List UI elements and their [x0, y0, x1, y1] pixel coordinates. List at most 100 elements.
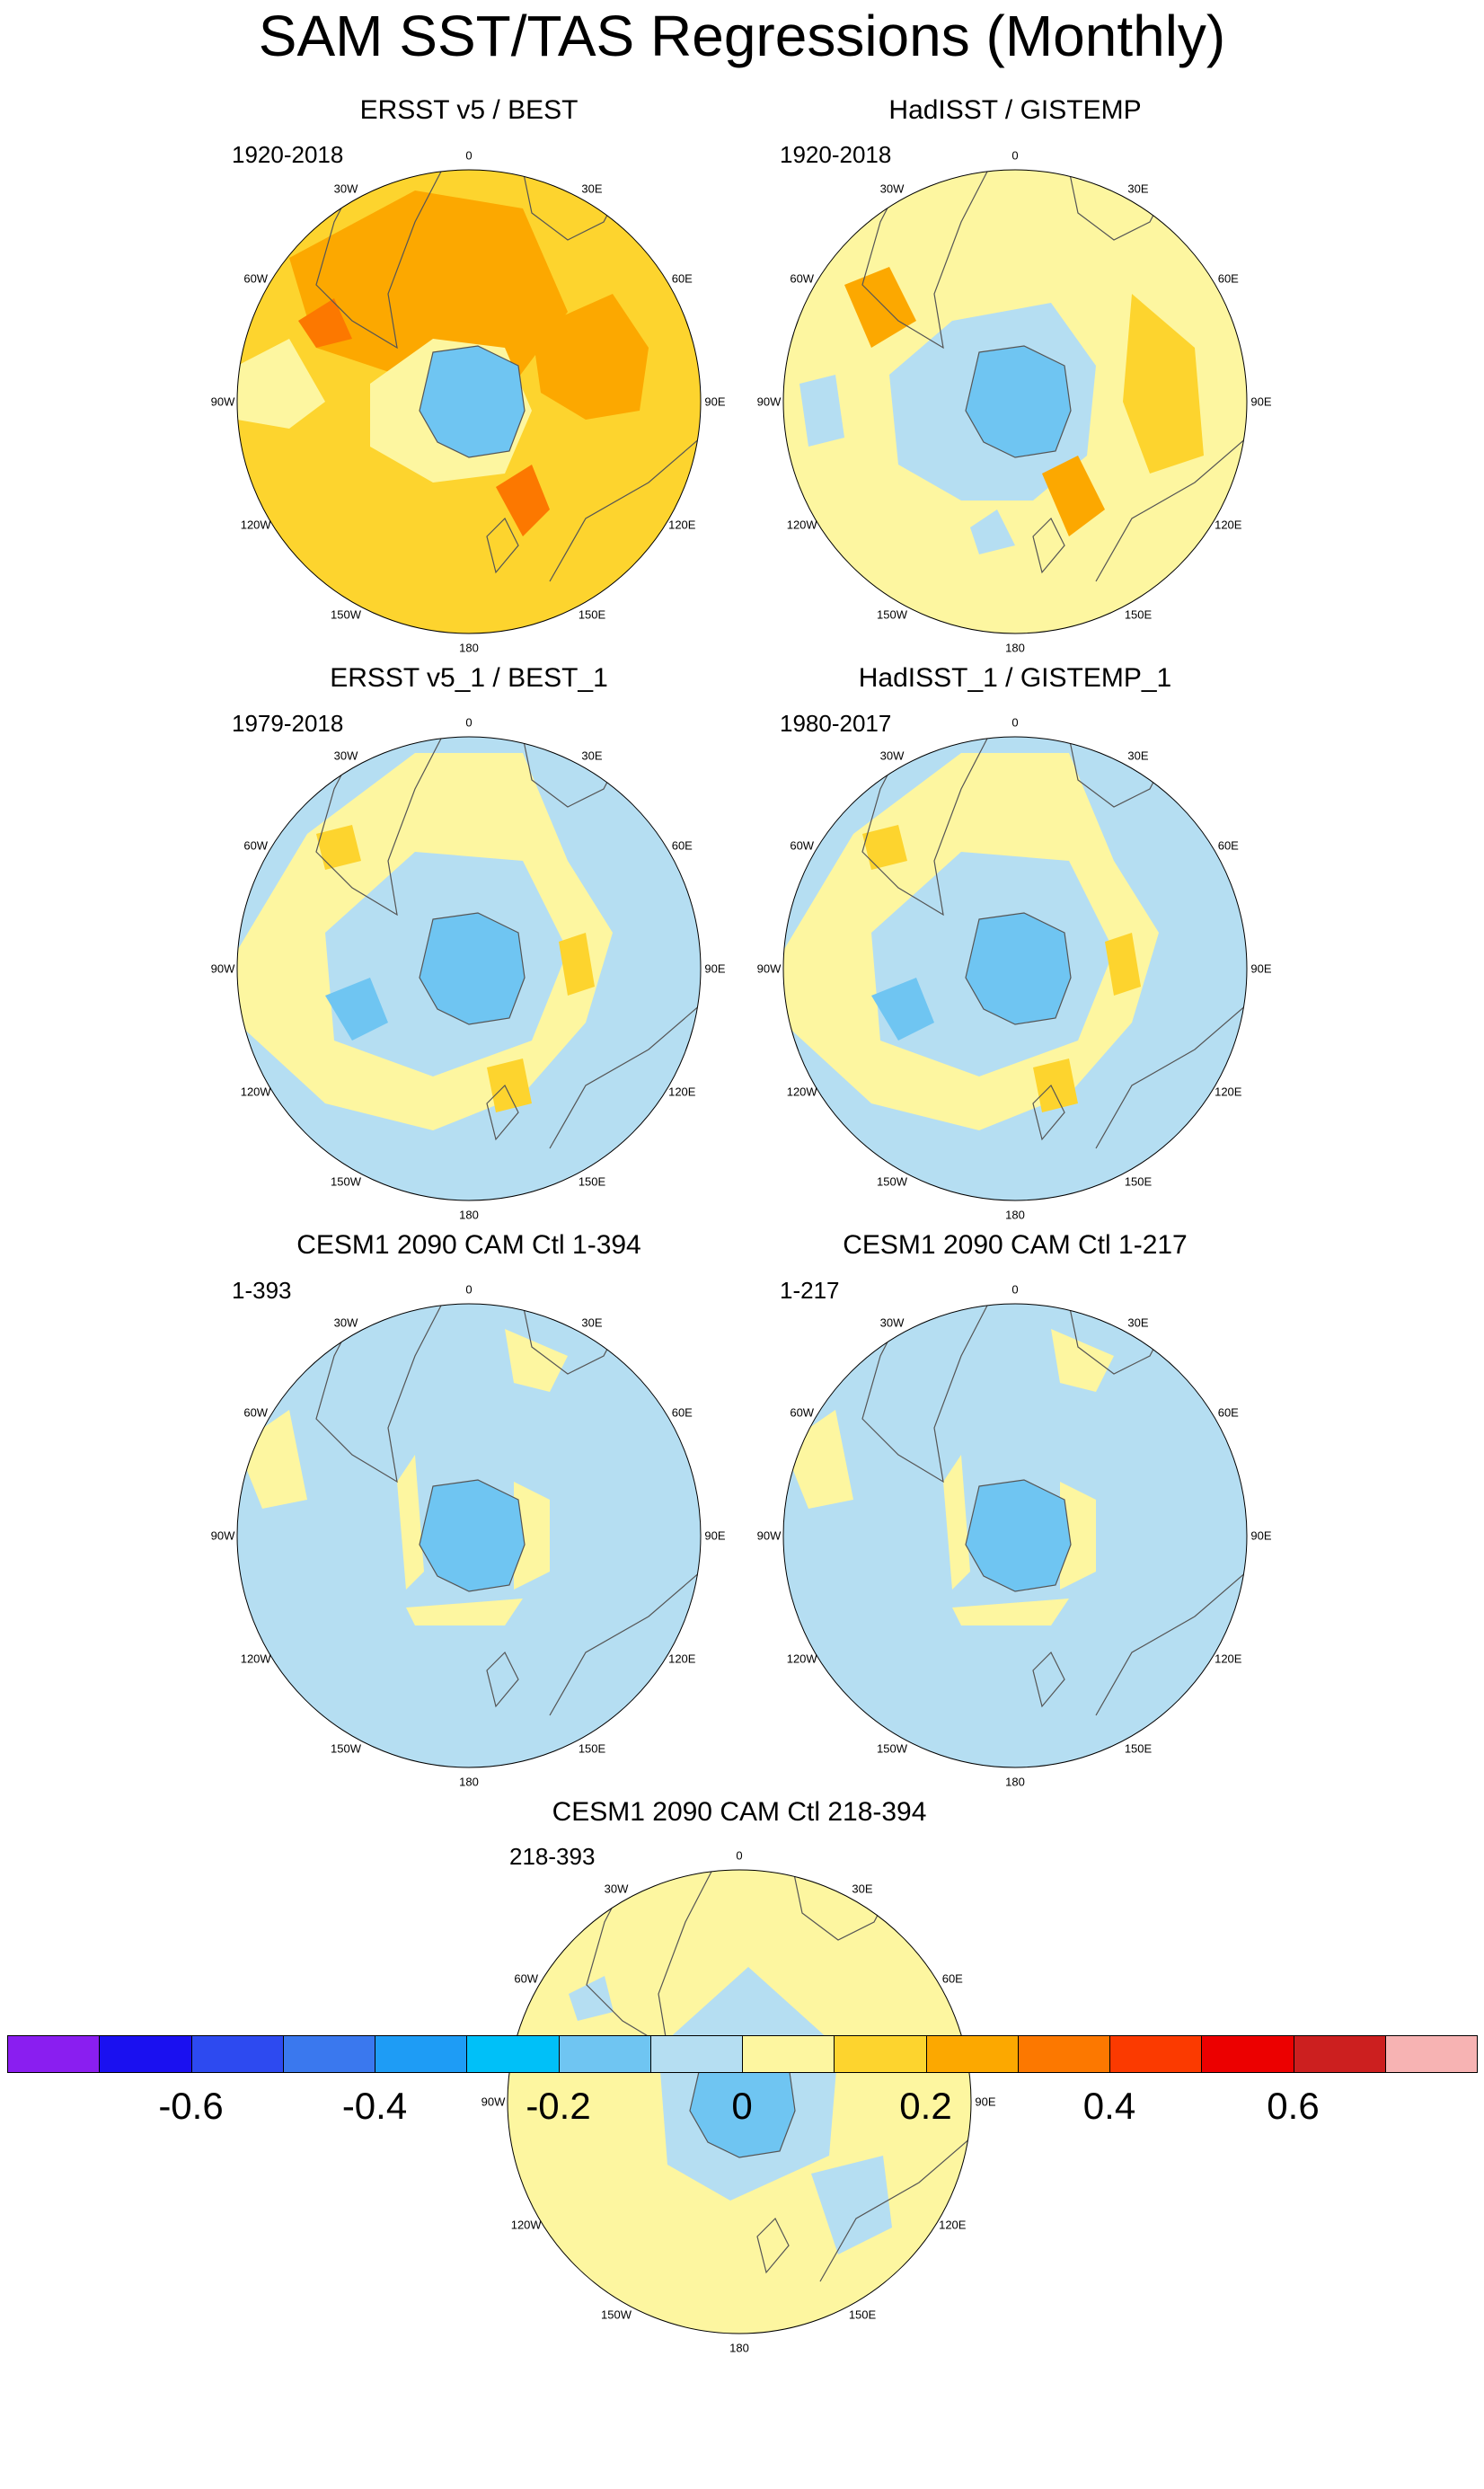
longitude-label: 0 [736, 1848, 743, 1863]
longitude-label: 30W [333, 748, 358, 763]
longitude-label: 30W [333, 182, 358, 196]
south-america-coastline [586, 1870, 713, 2050]
polar-map [507, 1869, 972, 2334]
longitude-label: 120W [240, 1652, 271, 1666]
antarctica [420, 346, 525, 457]
longitude-label: 120E [668, 1085, 696, 1099]
colorbar-label: 0.2 [899, 2085, 952, 2127]
warm-region [496, 465, 550, 536]
colorbar-label: 0.6 [1267, 2085, 1320, 2127]
longitude-label: 150E [578, 1741, 606, 1756]
new-zealand-coastline [756, 2217, 790, 2274]
longitude-label: 90E [1250, 394, 1272, 409]
longitude-label: 120E [1215, 518, 1242, 532]
map-border [236, 736, 702, 1201]
panel-period: 1-393 [232, 1277, 292, 1304]
longitude-label: 150E [1124, 1174, 1153, 1189]
longitude-label: 180 [459, 1208, 479, 1222]
longitude-label: 120E [1215, 1085, 1242, 1099]
neutral-arc [943, 1455, 970, 1590]
longitude-label: 0 [1011, 1282, 1019, 1297]
antarctica-coastline [965, 345, 1072, 458]
longitude-label: 90E [704, 394, 726, 409]
map-border [782, 169, 1248, 634]
longitude-label: 120E [1215, 1652, 1242, 1666]
neutral-region [505, 1329, 568, 1392]
warm-region [532, 294, 649, 420]
longitude-label: 30E [581, 1315, 603, 1330]
longitude-label: 90W [210, 394, 235, 409]
panel-title: HadISST / GISTEMP [888, 95, 1142, 125]
longitude-label: 60E [1217, 1405, 1239, 1420]
colorbar-swatch [925, 2035, 1019, 2073]
panel-title: CESM1 2090 CAM Ctl 1-217 [843, 1230, 1188, 1260]
antarctica [966, 346, 1071, 457]
longitude-label: 30E [852, 1882, 873, 1896]
longitude-label: 150W [877, 1741, 907, 1756]
longitude-label: 150E [578, 607, 606, 622]
longitude-label: 30E [581, 182, 603, 196]
colorbar-swatch [649, 2035, 743, 2073]
longitude-label: 60W [790, 1405, 815, 1420]
cool-region [569, 1976, 614, 2021]
colorbar-label: -0.2 [526, 2085, 591, 2127]
antarctica-coastline [965, 912, 1072, 1025]
longitude-label: 60W [243, 271, 269, 286]
panel-period: 1-217 [780, 1277, 840, 1304]
neutral-arc [952, 1599, 1069, 1625]
longitude-label: 60E [941, 1971, 963, 1986]
australia-coastline [1095, 1571, 1247, 1716]
longitude-label: 30W [333, 1315, 358, 1330]
longitude-label: 180 [729, 2341, 749, 2355]
longitude-label: 90E [975, 2095, 996, 2109]
longitude-label: 60W [243, 1405, 269, 1420]
longitude-label: 30E [1127, 748, 1149, 763]
warm-region [559, 933, 595, 996]
longitude-label: 180 [459, 1775, 479, 1789]
longitude-label: 180 [459, 641, 479, 655]
colorbar-swatch [558, 2035, 651, 2073]
longitude-label: 0 [465, 148, 473, 163]
longitude-label: 120W [240, 518, 271, 532]
longitude-label: 30E [1127, 182, 1149, 196]
panel-title: ERSST v5 / BEST [359, 95, 579, 125]
colorbar-label: -0.6 [158, 2085, 224, 2127]
map-border [507, 1869, 972, 2334]
colorbar-swatch [742, 2035, 835, 2073]
australia-coastline [549, 1571, 701, 1716]
longitude-label: 150E [578, 1174, 606, 1189]
longitude-label: 120E [939, 2218, 967, 2232]
warm-region [1042, 456, 1105, 536]
longitude-label: 60E [1217, 271, 1239, 286]
longitude-label: 30E [1127, 1315, 1149, 1330]
longitude-label: 180 [1005, 1775, 1025, 1789]
colorbar-swatch [99, 2035, 192, 2073]
longitude-label: 90W [756, 1528, 782, 1543]
panel-period: 1980-2017 [780, 710, 892, 737]
south-america-coastline [315, 170, 443, 350]
antarctica [420, 913, 525, 1024]
longitude-label: 120E [668, 1652, 696, 1666]
longitude-label: 150W [331, 1174, 361, 1189]
antarctica [966, 913, 1071, 1024]
longitude-label: 60E [671, 1405, 693, 1420]
longitude-label: 60E [671, 271, 693, 286]
colorbar-swatch [1201, 2035, 1294, 2073]
neutral-arc [406, 1599, 523, 1625]
antarctica [966, 1480, 1071, 1591]
australia-coastline [549, 437, 701, 582]
longitude-label: 90E [704, 961, 726, 976]
panel-period: 1920-2018 [232, 141, 344, 168]
longitude-label: 150E [848, 2307, 877, 2322]
panel-title: CESM1 2090 CAM Ctl 1-394 [296, 1230, 641, 1260]
longitude-label: 90E [1250, 1528, 1272, 1543]
colorbar-swatch [7, 2035, 101, 2073]
australia-coastline [819, 2137, 971, 2282]
warm-region [1123, 294, 1204, 474]
neutral-arc [1060, 1482, 1096, 1590]
neutral-region [1051, 1329, 1114, 1392]
cool-region [799, 375, 844, 447]
neutral-arc [514, 1482, 550, 1590]
map-border [236, 1303, 702, 1768]
longitude-label: 0 [1011, 715, 1019, 730]
